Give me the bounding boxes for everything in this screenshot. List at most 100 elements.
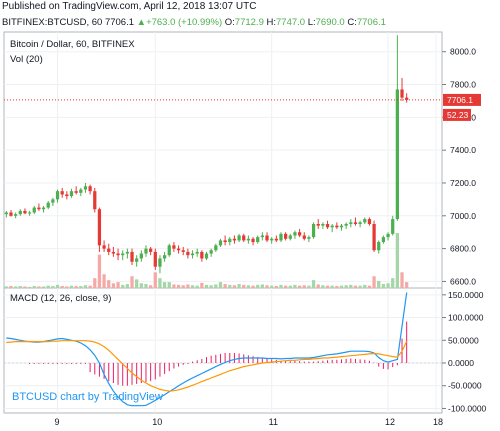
candle-body [41, 207, 46, 210]
volume-bar [51, 286, 55, 288]
volume-badge [443, 108, 471, 121]
candle-body [93, 191, 97, 210]
volume-bar [209, 285, 213, 288]
volume-label: Vol (20) [10, 54, 43, 65]
candle-body [107, 248, 111, 252]
candle-body [46, 202, 50, 208]
time-tick-label: 12 [385, 417, 395, 427]
volume-bar [83, 285, 88, 288]
candle-body [321, 224, 325, 226]
volume-bar [181, 285, 185, 288]
candle-body [209, 250, 213, 254]
candle-body [335, 225, 339, 228]
volume-bar [74, 286, 78, 288]
candle-body [149, 248, 153, 252]
price-tick-label: 7000.0 [450, 211, 476, 221]
volume-bar [246, 285, 251, 288]
candle-body [79, 189, 83, 193]
volume-bar [172, 284, 176, 288]
candle-body [405, 97, 409, 100]
volume-bar [200, 282, 204, 288]
chart-watermark: BTCUSD chart by TradingView [12, 391, 163, 403]
volume-bar [162, 282, 167, 288]
last-price: 7706.1 [104, 17, 135, 28]
volume-bar [260, 284, 264, 288]
volume-bar [195, 285, 199, 288]
candle-body [172, 245, 176, 249]
candle-body [223, 240, 227, 243]
macd-tick-label: -100.0000 [448, 403, 487, 413]
candle-body [228, 238, 232, 243]
volume-bar [335, 286, 339, 288]
candle-body [349, 222, 353, 224]
volume-bar [4, 286, 8, 288]
candle-body [372, 224, 376, 251]
candle-body [139, 253, 143, 259]
candle-body [200, 251, 204, 259]
candle-body [400, 89, 404, 98]
volume-bar [107, 280, 111, 288]
volume-bar [9, 286, 13, 288]
macd-tick-label: 150.0000 [448, 290, 484, 300]
volume-bar [214, 284, 218, 288]
volume-bar [69, 285, 74, 288]
volume-bar [121, 284, 125, 288]
candle-body [330, 225, 334, 228]
candle-body [395, 89, 399, 220]
volume-bar [367, 285, 372, 288]
candle-body [69, 191, 74, 197]
volume-bar [130, 276, 134, 288]
volume-bar [139, 283, 143, 288]
volume-bar [144, 284, 148, 288]
volume-bar [321, 285, 325, 288]
volume-bar [242, 284, 246, 288]
candle-body [74, 191, 78, 193]
volume-bar [270, 285, 274, 288]
candle-body [51, 199, 55, 203]
candle-body [167, 245, 171, 256]
volume-bar [274, 286, 278, 288]
candle-body [102, 245, 106, 249]
candle-body [316, 224, 320, 226]
time-tick-label: 9 [55, 417, 60, 427]
low-label: L: [307, 17, 316, 28]
price-badge-label: 7706.1 [447, 95, 473, 105]
candle-body [88, 186, 92, 192]
volume-bar [381, 284, 386, 288]
candle-body [83, 186, 88, 190]
volume-bars [4, 233, 409, 288]
candle-body [65, 194, 69, 197]
volume-badge-label: 52.23 [447, 110, 469, 120]
candle-body [181, 250, 185, 252]
volume-bar [256, 284, 260, 288]
volume-bar [93, 278, 97, 288]
volume-bar [153, 272, 157, 288]
candle-body [55, 191, 60, 200]
candle-body [130, 251, 134, 262]
candle-body [265, 235, 269, 241]
volume-bar [297, 285, 302, 288]
volume-bar [102, 274, 106, 288]
volume-bar [176, 284, 181, 288]
candle-body [242, 235, 246, 241]
volume-bar [339, 285, 344, 288]
time-tick-label: 11 [269, 417, 278, 427]
price-tick-label: 7400.0 [450, 145, 476, 155]
candle-body [284, 233, 288, 239]
volume-bar [311, 280, 316, 288]
open-value: 7712.9 [234, 17, 264, 28]
volume-bar [386, 283, 390, 288]
signal-line [6, 340, 408, 392]
candle-body [135, 258, 139, 262]
candle-body [23, 210, 27, 214]
price-tick-label: 7800.0 [450, 80, 476, 90]
volume-bar [46, 285, 50, 288]
candle-body [339, 225, 344, 228]
ohlc-legend: BITFINEX:BTCUSD, 60 7706.1 ▲+763.0 (+10.… [2, 17, 386, 28]
volume-bar [79, 286, 83, 288]
volume-bar [391, 278, 395, 288]
volume-bar [37, 286, 41, 288]
candlesticks [4, 35, 409, 274]
volume-bar [330, 285, 334, 288]
